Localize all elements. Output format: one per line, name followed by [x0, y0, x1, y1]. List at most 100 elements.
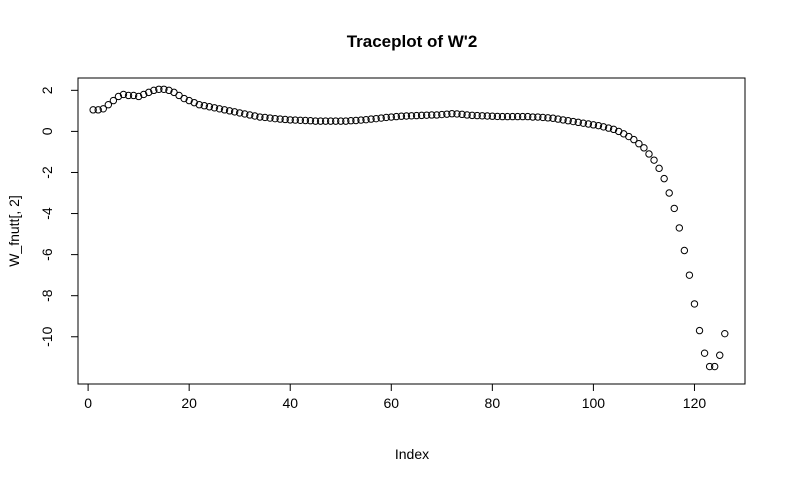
- data-point: [114, 92, 123, 101]
- data-point: [362, 115, 370, 124]
- data-point: [716, 351, 724, 359]
- data-point: [205, 103, 214, 111]
- data-point: [589, 121, 598, 129]
- data-point: [225, 107, 234, 115]
- data-point: [332, 117, 340, 125]
- data-point: [372, 114, 380, 123]
- data-point: [433, 111, 441, 119]
- data-point: [695, 326, 704, 335]
- data-point: [473, 111, 481, 120]
- data-point: [599, 123, 608, 131]
- data-point: [670, 204, 678, 213]
- data-point: [291, 116, 299, 124]
- data-point: [261, 113, 269, 122]
- data-point: [529, 113, 537, 121]
- data-point: [721, 329, 729, 338]
- y-tick-label: -8: [39, 289, 55, 302]
- data-point: [337, 117, 345, 125]
- data-point: [190, 98, 198, 107]
- x-axis: 0 20 40 60 80 100 120: [84, 383, 707, 411]
- data-point: [544, 114, 552, 122]
- y-tick-label: -2: [39, 166, 55, 179]
- data-point: [524, 112, 532, 121]
- data-point: [402, 112, 411, 120]
- x-tick-label: 0: [84, 395, 92, 411]
- data-point: [321, 117, 330, 125]
- data-point: [635, 140, 643, 148]
- x-tick-label: 80: [485, 395, 501, 411]
- x-tick-label: 20: [181, 395, 197, 411]
- data-point: [246, 111, 254, 119]
- data-point: [574, 118, 582, 127]
- data-point: [488, 112, 497, 120]
- data-point: [508, 112, 517, 121]
- data-point: [276, 115, 284, 123]
- data-point: [660, 174, 668, 183]
- data-point: [89, 106, 97, 114]
- x-axis-label: Index: [395, 446, 429, 462]
- data-point: [564, 117, 572, 125]
- data-point: [145, 88, 153, 97]
- data-point: [630, 135, 638, 144]
- x-tick-label: 120: [683, 395, 707, 411]
- data-points: [89, 85, 729, 371]
- data-point: [604, 124, 613, 132]
- data-point: [160, 85, 168, 93]
- data-point: [680, 246, 689, 255]
- data-point: [584, 120, 593, 128]
- data-point: [458, 110, 466, 119]
- data-point: [569, 117, 577, 126]
- data-point: [377, 114, 385, 122]
- data-point: [357, 116, 365, 124]
- data-point: [665, 189, 673, 197]
- data-point: [235, 109, 244, 117]
- data-point: [150, 86, 158, 95]
- data-point: [104, 100, 113, 109]
- data-point: [210, 104, 219, 112]
- data-point: [326, 117, 335, 125]
- y-tick-label: -10: [39, 326, 55, 346]
- data-point: [301, 116, 310, 125]
- data-point: [412, 111, 421, 120]
- data-point: [271, 114, 279, 123]
- data-point: [594, 121, 603, 130]
- data-point: [690, 300, 699, 308]
- data-point: [185, 96, 193, 105]
- data-point: [392, 112, 401, 121]
- data-point: [407, 112, 416, 120]
- data-point: [387, 113, 395, 121]
- data-point: [200, 102, 209, 110]
- data-point: [134, 92, 143, 101]
- data-point: [655, 164, 663, 173]
- data-point: [165, 86, 173, 95]
- x-tick-label: 60: [383, 395, 399, 411]
- data-point: [518, 112, 527, 121]
- data-point: [539, 113, 547, 122]
- data-point: [352, 116, 360, 125]
- data-point: [99, 105, 107, 113]
- data-point: [241, 110, 249, 118]
- data-point: [428, 111, 436, 119]
- data-point: [230, 108, 239, 116]
- y-tick-label: 0: [39, 127, 55, 135]
- data-point: [256, 113, 264, 121]
- data-point: [685, 271, 694, 279]
- data-point: [119, 90, 128, 99]
- data-point: [468, 111, 476, 120]
- data-point: [316, 117, 325, 125]
- data-point: [513, 112, 522, 121]
- data-point: [266, 114, 274, 122]
- data-point: [311, 117, 320, 125]
- data-point: [650, 156, 658, 164]
- data-point: [397, 112, 406, 120]
- x-tick-label: 40: [282, 395, 298, 411]
- data-point: [448, 110, 456, 118]
- data-point: [251, 112, 259, 120]
- data-point: [129, 91, 138, 100]
- data-point: [417, 111, 426, 120]
- data-point: [342, 117, 350, 125]
- data-point: [463, 111, 471, 119]
- data-point: [493, 112, 502, 121]
- data-point: [422, 111, 431, 119]
